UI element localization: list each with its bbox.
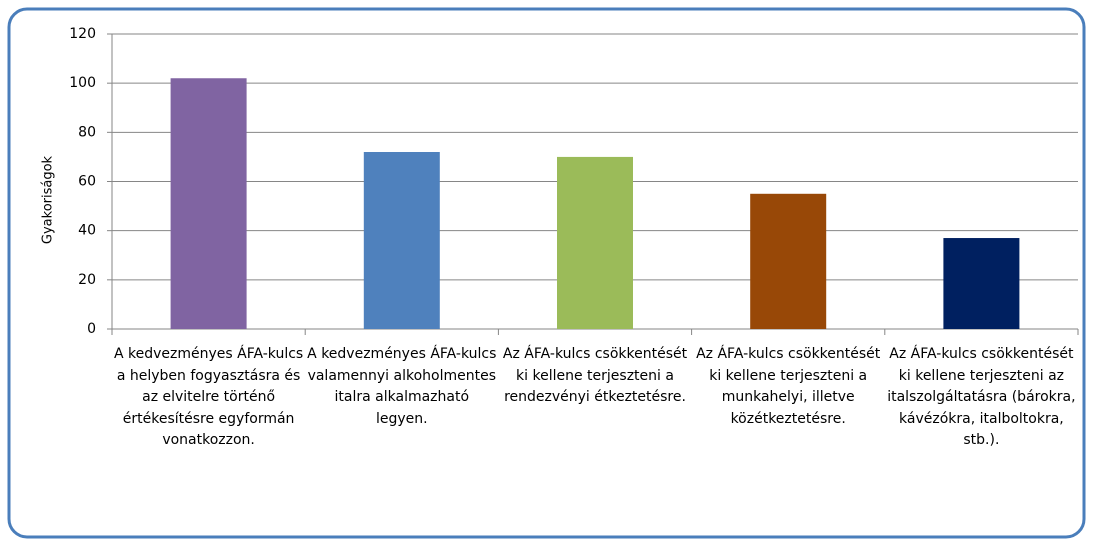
x-tick-label: Az ÁFA-kulcs csökkentését ki kellene ter… xyxy=(502,346,688,405)
y-axis-label: Gyakoriságok xyxy=(41,155,56,244)
x-tick-label: Az ÁFA-kulcs csökkentését ki kellene ter… xyxy=(696,346,881,427)
bar xyxy=(170,78,247,329)
y-tick-label: 20 xyxy=(78,272,96,288)
bar xyxy=(943,238,1020,329)
bar xyxy=(363,152,440,329)
y-tick-label: 80 xyxy=(78,124,96,140)
x-tick-label: Az ÁFA-kulcs csökkentését ki kellene ter… xyxy=(887,346,1076,448)
y-tick-label: 120 xyxy=(69,26,96,42)
x-tick-label: A kedvezményes ÁFA-kulcs valamennyi alko… xyxy=(307,346,497,427)
y-tick-label: 0 xyxy=(87,321,96,337)
x-tick-label: A kedvezményes ÁFA-kulcs a helyben fogya… xyxy=(113,346,304,448)
y-tick-label: 40 xyxy=(78,223,96,239)
bar xyxy=(557,156,633,329)
frame xyxy=(7,7,1086,539)
bar xyxy=(750,193,827,329)
y-tick-label: 60 xyxy=(78,174,96,190)
y-tick-label: 100 xyxy=(69,75,96,91)
